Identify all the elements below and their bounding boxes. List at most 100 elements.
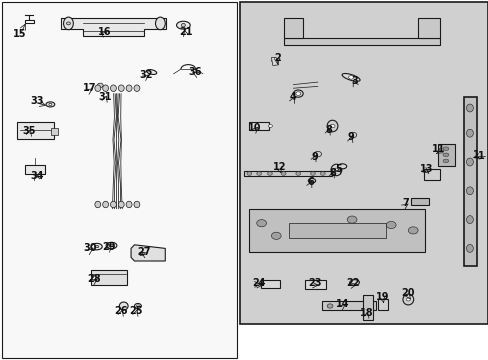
- Text: 11: 11: [431, 144, 445, 154]
- Text: 28: 28: [87, 274, 101, 284]
- Bar: [261, 280, 279, 288]
- Ellipse shape: [337, 164, 346, 169]
- Ellipse shape: [333, 168, 338, 172]
- Ellipse shape: [466, 187, 472, 195]
- Ellipse shape: [442, 153, 448, 157]
- Ellipse shape: [95, 246, 99, 248]
- Ellipse shape: [66, 22, 70, 25]
- Text: 24: 24: [252, 278, 265, 288]
- Text: 17: 17: [82, 83, 96, 93]
- Ellipse shape: [442, 147, 448, 150]
- Ellipse shape: [386, 221, 395, 229]
- Ellipse shape: [295, 172, 300, 175]
- Ellipse shape: [110, 201, 116, 208]
- Text: 8: 8: [325, 125, 331, 135]
- Ellipse shape: [91, 243, 102, 250]
- Polygon shape: [271, 58, 278, 66]
- Text: 20: 20: [401, 288, 414, 298]
- Ellipse shape: [134, 201, 140, 208]
- Polygon shape: [243, 171, 331, 176]
- Ellipse shape: [95, 201, 101, 208]
- Ellipse shape: [268, 125, 272, 127]
- Text: 18: 18: [359, 308, 373, 318]
- Text: 29: 29: [102, 242, 115, 252]
- Text: 35: 35: [22, 126, 36, 136]
- Ellipse shape: [295, 92, 300, 95]
- Text: 10: 10: [247, 123, 261, 133]
- Text: 22: 22: [346, 278, 359, 288]
- Ellipse shape: [46, 102, 55, 107]
- Ellipse shape: [63, 17, 73, 30]
- Ellipse shape: [97, 83, 103, 87]
- Bar: [288, 223, 386, 238]
- Ellipse shape: [256, 220, 266, 227]
- Text: 1: 1: [477, 150, 484, 161]
- Text: 34: 34: [30, 171, 43, 181]
- Ellipse shape: [49, 103, 52, 105]
- Ellipse shape: [313, 152, 321, 157]
- Text: 6: 6: [306, 177, 313, 187]
- Polygon shape: [363, 295, 372, 320]
- Polygon shape: [61, 18, 166, 36]
- Text: 31: 31: [98, 92, 112, 102]
- Text: 16: 16: [98, 27, 112, 37]
- Ellipse shape: [326, 304, 332, 308]
- Text: 9: 9: [347, 132, 354, 142]
- Ellipse shape: [271, 232, 281, 239]
- Bar: [25, 20, 34, 23]
- Ellipse shape: [293, 90, 303, 97]
- Text: 23: 23: [308, 278, 322, 288]
- Ellipse shape: [134, 85, 140, 91]
- Bar: [25, 165, 45, 174]
- Text: 26: 26: [114, 306, 128, 316]
- Ellipse shape: [298, 227, 307, 234]
- Text: 19: 19: [375, 292, 389, 302]
- Bar: [51, 128, 59, 135]
- Polygon shape: [283, 18, 303, 38]
- Polygon shape: [417, 18, 439, 38]
- Ellipse shape: [139, 252, 144, 256]
- Ellipse shape: [402, 294, 413, 305]
- Text: 1: 1: [472, 150, 479, 160]
- Text: 7: 7: [402, 198, 408, 208]
- Ellipse shape: [176, 21, 190, 29]
- Ellipse shape: [106, 242, 117, 249]
- Ellipse shape: [119, 302, 128, 310]
- Ellipse shape: [91, 276, 97, 280]
- Ellipse shape: [256, 172, 261, 175]
- Ellipse shape: [155, 17, 165, 30]
- Ellipse shape: [330, 164, 341, 176]
- Text: 15: 15: [13, 29, 26, 39]
- Polygon shape: [131, 245, 165, 261]
- Text: 36: 36: [188, 67, 202, 77]
- Ellipse shape: [181, 23, 185, 27]
- Text: 21: 21: [179, 27, 192, 37]
- Ellipse shape: [348, 132, 356, 138]
- Text: 25: 25: [129, 306, 142, 316]
- Ellipse shape: [406, 298, 409, 301]
- Polygon shape: [321, 301, 375, 310]
- Ellipse shape: [109, 244, 113, 247]
- Ellipse shape: [95, 85, 101, 91]
- Ellipse shape: [307, 179, 315, 183]
- Polygon shape: [410, 198, 428, 205]
- Text: 5: 5: [335, 164, 342, 174]
- Text: 32: 32: [139, 69, 152, 80]
- Bar: [305, 280, 325, 289]
- Ellipse shape: [102, 85, 108, 91]
- Ellipse shape: [126, 201, 132, 208]
- Ellipse shape: [346, 216, 356, 223]
- Text: 8: 8: [328, 168, 335, 178]
- Ellipse shape: [442, 159, 448, 163]
- Polygon shape: [437, 144, 454, 166]
- Ellipse shape: [110, 85, 116, 91]
- Text: 3: 3: [350, 76, 357, 86]
- Polygon shape: [424, 169, 439, 180]
- Polygon shape: [283, 38, 439, 45]
- Polygon shape: [463, 97, 476, 266]
- Bar: [2, 2, 237, 358]
- Ellipse shape: [281, 172, 285, 175]
- Text: 33: 33: [30, 96, 43, 106]
- Bar: [248, 122, 269, 130]
- Polygon shape: [249, 209, 425, 252]
